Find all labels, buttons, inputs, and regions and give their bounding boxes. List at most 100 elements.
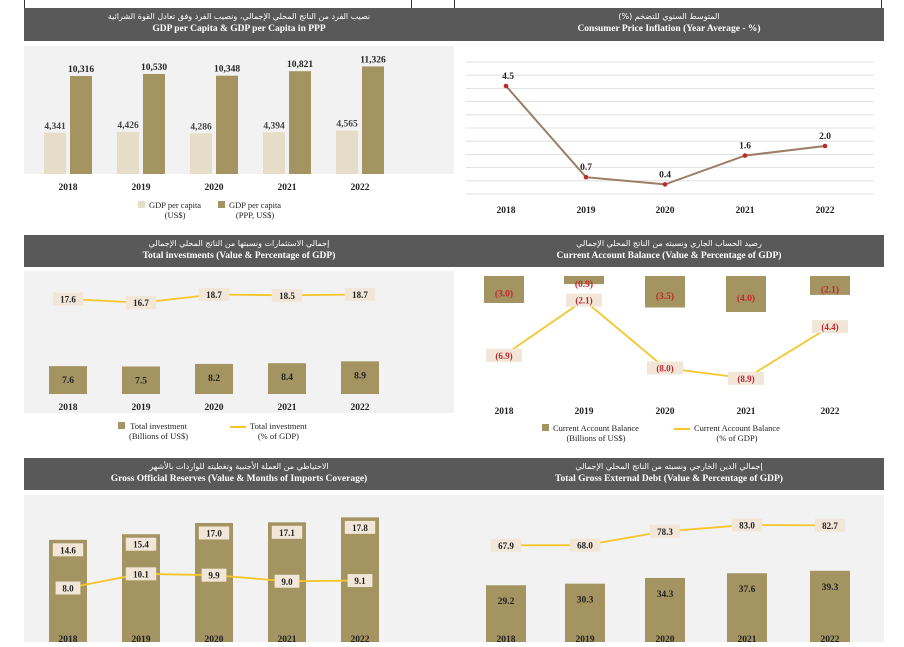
- bar-gdp-usd: [117, 131, 139, 174]
- legend-swatch: [138, 201, 145, 208]
- data-label-current-account-pct: (6.9): [495, 351, 512, 361]
- plot-area: 4.5 0.7 0.4 1.6 2.0 2018 2019 2020 2021 2022: [454, 46, 884, 218]
- data-label: 0.7: [580, 163, 592, 173]
- data-label-debt-pct: 78.3: [657, 527, 673, 537]
- data-label-gdp-ppp: 10,348: [214, 65, 240, 75]
- x-tick-label: 2022: [351, 403, 370, 413]
- data-label: 1.6: [739, 142, 751, 152]
- legend-unit: (% of GDP): [257, 431, 299, 441]
- x-tick-label: 2020: [205, 403, 224, 413]
- x-tick-label: 2020: [656, 635, 675, 642]
- data-label-investment: 7.6: [62, 376, 74, 386]
- data-label-external-debt: 34.3: [657, 590, 674, 600]
- x-tick-label: 2019: [576, 635, 595, 642]
- x-tick-label: 2018: [495, 407, 514, 417]
- data-label-import-months: 10.1: [133, 569, 149, 579]
- data-label-debt-pct: 67.9: [498, 541, 514, 551]
- data-label-reserves: 17.0: [206, 529, 222, 539]
- bar-current-account: [564, 276, 604, 285]
- data-label-debt-pct-box: [731, 518, 763, 532]
- data-label-reserves-box: [52, 543, 84, 557]
- x-axis-labels: 2018 2019 2020 2021 2022: [59, 183, 370, 193]
- x-tick-label: 2019: [132, 183, 151, 193]
- data-label-reserves: 14.6: [60, 545, 76, 555]
- data-label-gdp-usd: 4,426: [117, 121, 139, 131]
- inflation-panel: المتوسط السنوي للتضخم (%) Consumer Price…: [454, 8, 884, 230]
- data-label-current-account-pct-box: [566, 293, 602, 307]
- data-label-reserves-box: [125, 537, 157, 551]
- legend-line: [674, 428, 690, 430]
- bar-reserves: [195, 523, 233, 642]
- x-tick-label: 2021: [278, 183, 297, 193]
- bar-gdp-usd: [44, 132, 66, 174]
- legend-label: GDP per capita: [149, 200, 202, 210]
- x-tick-label: 2018: [59, 403, 78, 413]
- x-tick-label: 2018: [59, 635, 78, 642]
- legend-label: Current Account Balance: [553, 423, 639, 433]
- data-label-investment-pct: 17.6: [60, 295, 76, 305]
- plot-area: 4,341 10,316 4,426 10,530 4,286 10,348 4,394 10…: [24, 46, 454, 174]
- x-tick-label: 2018: [497, 206, 516, 216]
- data-label-investment-pct: 16.7: [133, 298, 149, 308]
- bar-investment: [341, 361, 379, 394]
- legend-item-inv-value: Total investment (Billions of US$): [118, 421, 188, 441]
- bar-external-debt: [645, 577, 685, 642]
- data-label-current-account: (3.0): [495, 289, 513, 300]
- arabic-title: نصيب الفرد من الناتج المحلي الإجمالي، ون…: [107, 12, 371, 21]
- plot-area: 7.6 7.5 8.2 8.4 8.9 17.6 16.7 18.7 18.5 18.7 2018 2…: [24, 271, 454, 413]
- data-label-gdp-usd: 4,341: [44, 122, 66, 132]
- data-label-reserves-box: [344, 520, 376, 534]
- data-label-debt-pct: 83.0: [739, 520, 755, 530]
- legend-label: GDP per capita: [229, 200, 282, 210]
- legend-unit: (Billions of US$): [566, 433, 626, 443]
- panel-header: إجمالي الدين الخارجي ونسبته من الناتج ال…: [454, 458, 884, 490]
- bar-current-account: [810, 276, 850, 295]
- data-label-investment-pct: 18.5: [279, 291, 295, 301]
- plot-area: 14.6 15.4 17.0 17.1 17.8 8.0 10.1 9.9 9.0 9.1: [24, 495, 454, 642]
- data-label-current-account-pct: (8.9): [737, 374, 754, 384]
- investments-chart: 7.6 7.5 8.2 8.4 8.9 17.6 16.7 18.7 18.5 18.7 2018 2…: [49, 288, 379, 413]
- panel-header: رصيد الحساب الجاري ونسبته من الناتج المح…: [454, 235, 884, 267]
- data-label-gdp-ppp: 10,821: [287, 60, 313, 70]
- data-label-gdp-usd: 4,565: [336, 120, 358, 130]
- bar-gdp-ppp: [289, 71, 311, 174]
- bar-gdp-ppp: [143, 73, 165, 174]
- chart-title: Gross Official Reserves (Value & Months …: [110, 474, 368, 484]
- legend-unit: (% of GDP): [716, 433, 758, 443]
- data-label-current-account-pct: (4.4): [821, 322, 838, 332]
- bar-gdp-usd: [190, 133, 212, 174]
- bar-gdp-usd: [336, 130, 358, 174]
- data-label-import-months: 9.9: [208, 571, 220, 581]
- arabic-title: إجمالي الاستثمارات ونسبتها من الناتج الم…: [148, 239, 330, 248]
- data-label-import-months-box: [201, 568, 227, 582]
- bar-external-debt: [810, 570, 850, 642]
- data-label-import-months: 9.1: [354, 576, 366, 586]
- chart-title: Current Account Balance (Value & Percent…: [556, 251, 782, 261]
- data-label-investment: 8.2: [208, 374, 220, 384]
- arabic-title: المتوسط السنوي للتضخم (%): [618, 12, 720, 21]
- x-tick-label: 2021: [737, 407, 756, 417]
- data-point: [822, 143, 828, 149]
- x-tick-label: 2022: [821, 407, 840, 417]
- legend-label: Current Account Balance: [694, 423, 780, 433]
- legend-label: Total investment: [130, 421, 187, 431]
- data-label-gdp-ppp: 10,316: [68, 65, 94, 75]
- data-label: 0.4: [659, 170, 671, 180]
- inflation-chart: 4.5 0.7 0.4 1.6 2.0 2018 2019 2020 2021 2022: [466, 61, 874, 216]
- chart-title: Consumer Price Inflation (Year Average -…: [577, 24, 761, 34]
- current-account-panel: رصيد الحساب الجاري ونسبته من الناتج المح…: [454, 235, 884, 451]
- bar-gdp-usd: [263, 132, 285, 174]
- data-label-current-account: (3.5): [656, 291, 674, 302]
- external-debt-panel: إجمالي الدين الخارجي ونسبته من الناتج ال…: [454, 458, 884, 642]
- legend-item-gdp-ppp: GDP per capita (PPP, US$): [218, 200, 281, 220]
- data-label-investment-pct-box: [344, 288, 376, 301]
- data-label-debt-pct: 68.0: [577, 541, 593, 551]
- data-label-reserves: 17.1: [279, 528, 295, 538]
- x-tick-label: 2018: [497, 635, 516, 642]
- arabic-title: الاحتياطي من العملة الأجنبية وتغطيته للو…: [149, 462, 329, 471]
- data-label-gdp-usd: 4,394: [263, 121, 285, 131]
- plot-area: (3.0) (0.9) (3.5) (4.0) (2.1) (6.9) (2.1) (8.0)…: [454, 271, 884, 421]
- data-label-investment-pct: 18.7: [352, 290, 368, 300]
- legend-unit: (Billions of US$): [129, 431, 189, 441]
- arabic-title: رصيد الحساب الجاري ونسبته من الناتج المح…: [576, 239, 762, 248]
